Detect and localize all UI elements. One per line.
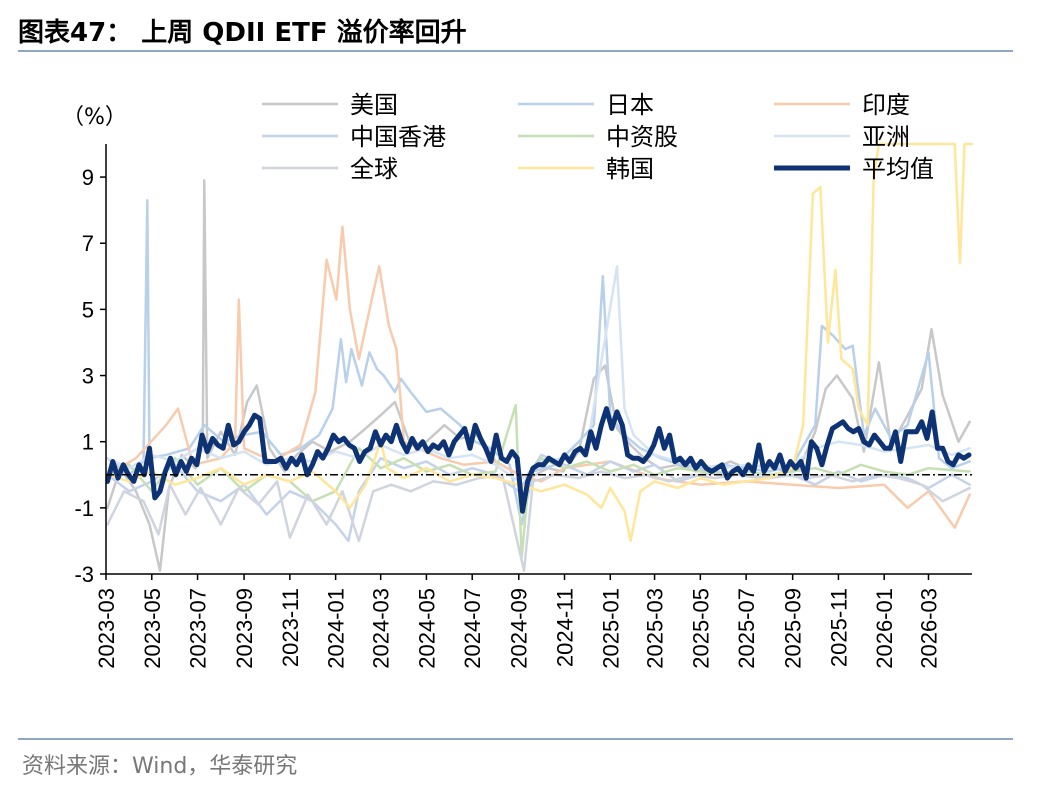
source-note: 资料来源：Wind，华泰研究 <box>22 754 298 779</box>
x-tick-label-16: 2025-11 <box>826 588 851 667</box>
legend-label-3: 中国香港 <box>350 123 446 151</box>
y-axis-label: （%） <box>62 105 127 130</box>
title-rule <box>18 50 1013 52</box>
chart-series-group <box>106 142 974 572</box>
legend-label-0: 美国 <box>350 91 398 119</box>
series-line-8 <box>106 406 972 514</box>
x-tick-label-7: 2024-05 <box>414 588 439 669</box>
legend-label-7: 韩国 <box>606 155 654 183</box>
y-tick-label-2: 5 <box>82 297 94 322</box>
series-line-6 <box>106 470 971 572</box>
x-tick-label-4: 2023-11 <box>278 588 303 667</box>
series-line-2 <box>106 225 971 529</box>
x-tick-label-17: 2026-01 <box>872 588 897 669</box>
legend-label-1: 日本 <box>606 91 654 119</box>
x-tick-label-14: 2025-07 <box>734 588 759 669</box>
x-tick-label-18: 2026-03 <box>916 588 941 669</box>
x-tick-label-6: 2024-03 <box>369 588 394 669</box>
x-tick-label-15: 2025-09 <box>781 588 806 669</box>
x-tick-label-2: 2023-07 <box>186 588 211 669</box>
legend-label-5: 亚洲 <box>862 123 910 151</box>
x-tick-label-0: 2023-03 <box>94 588 119 669</box>
x-tick-label-12: 2025-03 <box>643 588 668 669</box>
x-tick-label-13: 2025-05 <box>688 588 713 669</box>
y-tick-label-4: 1 <box>82 430 94 455</box>
x-tick-label-11: 2025-01 <box>598 588 623 669</box>
legend-label-4: 中资股 <box>606 123 678 151</box>
figure-title: 图表47： 上周 QDII ETF 溢价率回升 <box>18 18 467 48</box>
y-tick-label-1: 7 <box>82 231 94 256</box>
legend-label-6: 全球 <box>350 155 398 183</box>
source-rule <box>18 738 1013 740</box>
y-tick-label-6: -3 <box>74 562 94 587</box>
x-tick-label-9: 2024-09 <box>507 588 532 669</box>
x-tick-label-5: 2024-01 <box>324 588 349 669</box>
x-tick-label-1: 2023-05 <box>140 588 165 669</box>
y-tick-label-3: 3 <box>82 364 94 389</box>
legend-label-8: 平均值 <box>862 155 934 183</box>
x-tick-label-3: 2023-09 <box>232 588 257 669</box>
series-line-3 <box>106 453 971 543</box>
y-tick-label-5: -1 <box>74 496 94 521</box>
y-tick-label-0: 9 <box>82 165 94 190</box>
legend-label-2: 印度 <box>862 91 910 119</box>
x-tick-label-10: 2024-11 <box>553 588 578 667</box>
x-tick-label-8: 2024-07 <box>460 588 485 669</box>
